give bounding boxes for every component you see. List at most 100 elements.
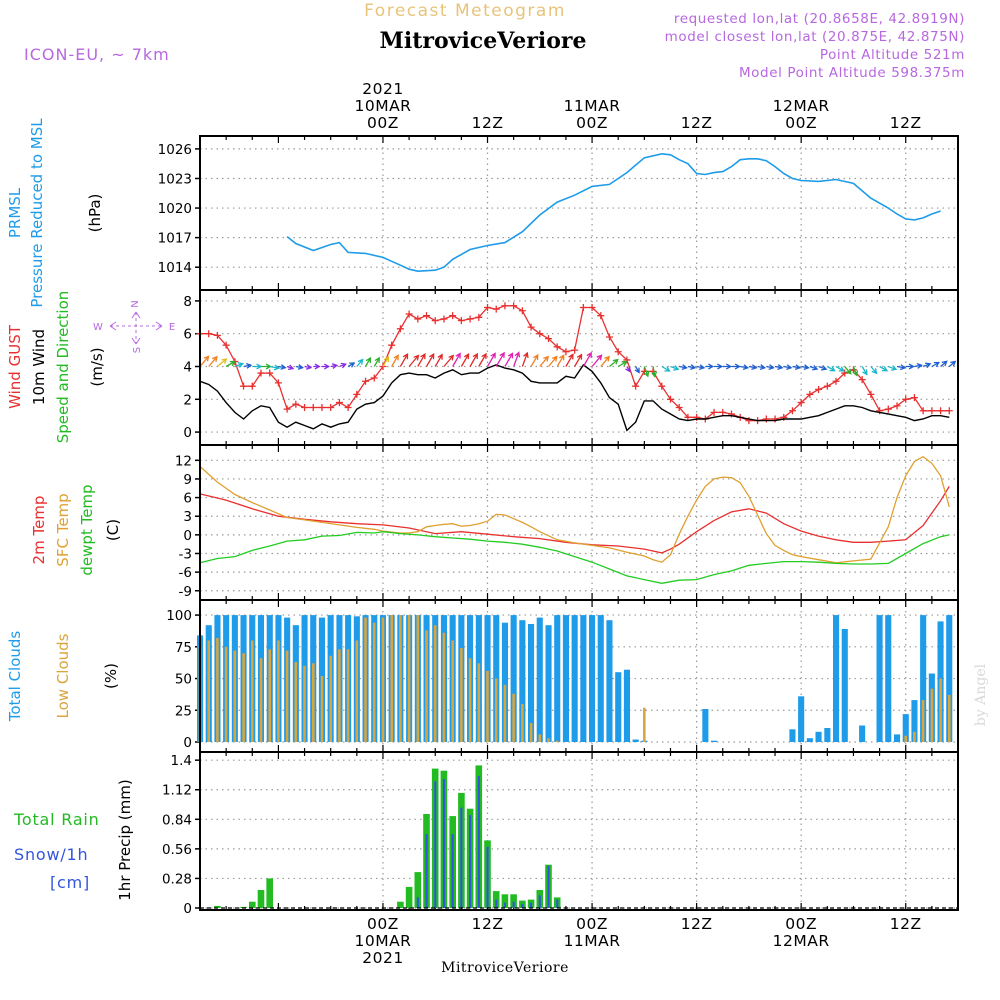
gust-point: [248, 382, 256, 390]
gust-point: [510, 302, 518, 310]
total-cloud-bar: [702, 709, 709, 742]
panel-frame: [199, 751, 959, 911]
top-time-label: 10MAR: [354, 97, 411, 115]
wind-arrow: [870, 366, 878, 375]
wind-arrow: [486, 352, 496, 367]
bottom-time-label: 11MAR: [564, 932, 621, 950]
gust-point: [518, 307, 526, 315]
wind-arrow: [252, 363, 263, 370]
snow-bar: [442, 779, 445, 908]
wind-arrow: [313, 363, 321, 370]
wind-arrow: [504, 352, 514, 367]
compass-w: W: [93, 322, 103, 333]
gust-point: [945, 407, 953, 415]
y-tick-label: 0: [183, 528, 192, 544]
wind-arrow: [879, 365, 889, 372]
wind-arrow: [443, 354, 455, 367]
low-cloud-bar: [259, 658, 263, 742]
gust-point: [344, 403, 352, 411]
t2m-line: [199, 486, 950, 554]
gust-point: [684, 413, 692, 421]
low-cloud-bar: [948, 695, 951, 742]
gust-point: [440, 315, 448, 323]
total-cloud-bar: [798, 696, 805, 742]
wind-arrow: [625, 366, 631, 373]
y-tick-label: -9: [179, 584, 192, 600]
wind-arrow: [243, 362, 253, 369]
gust-point: [205, 330, 213, 338]
wind-arrow: [548, 355, 558, 367]
gust-point: [414, 315, 422, 323]
gust-point: [318, 403, 326, 411]
total-cloud-bar: [833, 615, 840, 742]
low-cloud-bar: [268, 649, 271, 742]
gust-point: [902, 395, 910, 403]
wind-arrow: [478, 352, 487, 367]
wind-arrow: [670, 365, 680, 371]
top-time-label: 11MAR: [564, 97, 621, 115]
rain-bar: [257, 890, 265, 908]
gust-point: [527, 323, 535, 331]
dewpt-line: [199, 531, 950, 584]
y-axis-label: Low Clouds: [54, 633, 72, 718]
wind-arrow: [844, 366, 852, 375]
low-cloud-bar: [503, 684, 507, 742]
gust-point: [605, 333, 613, 341]
wind-arrow: [948, 360, 957, 367]
gust-point: [309, 403, 317, 411]
bottom-time-label: 12Z: [472, 915, 504, 933]
low-cloud-bar: [346, 649, 350, 742]
rain-bar: [501, 894, 509, 908]
gust-point: [745, 417, 753, 425]
wind-arrow: [679, 364, 688, 371]
wind-arrow: [452, 352, 461, 367]
y-tick-label: 1026: [158, 142, 192, 158]
y-tick-label: -3: [179, 546, 192, 562]
low-cloud-bar: [477, 663, 481, 742]
wind-arrow: [208, 355, 218, 367]
wind-arrow: [225, 360, 236, 368]
gust-point: [815, 385, 823, 393]
chart-panels: 1014 1017 1020 1023 1026 0 2 4 6 8 -9 -6 -3 0 3 6 9 12 0 25…: [6, 80, 959, 967]
total-cloud-bar: [528, 624, 535, 742]
rain-bar: [266, 878, 273, 908]
total-cloud-bar: [580, 615, 587, 742]
gust-point: [536, 330, 544, 338]
low-cloud-bar: [355, 640, 359, 742]
y-tick-label: 9: [183, 472, 192, 488]
gust-point: [327, 403, 335, 411]
gust-point: [788, 407, 796, 415]
wind-arrow: [634, 366, 640, 374]
total-cloud-bar: [920, 615, 927, 742]
wind-arrow: [261, 363, 272, 370]
snow-bar: [503, 902, 506, 908]
total-cloud-bar: [510, 615, 517, 742]
low-cloud-bar: [407, 615, 411, 742]
low-cloud-bar: [364, 617, 367, 742]
low-cloud-bar: [303, 665, 306, 742]
top-time-label: 12MAR: [773, 97, 830, 115]
total-cloud-bar: [806, 738, 813, 742]
total-cloud-bar: [789, 729, 796, 742]
y-axis-label: Speed and Direction: [54, 291, 72, 444]
low-cloud-bar: [294, 662, 298, 742]
wind-arrow: [347, 362, 356, 368]
y-tick-label: 1017: [158, 231, 192, 247]
gust-point: [362, 377, 370, 385]
low-cloud-bar: [242, 653, 245, 742]
total-cloud-bar: [711, 740, 718, 742]
gust-point: [867, 390, 875, 398]
y-tick-label: 0: [183, 901, 192, 917]
snow-bar: [512, 901, 515, 908]
compass-e: E: [169, 322, 175, 333]
wind-arrow: [740, 364, 750, 371]
y-tick-label: 6: [183, 327, 192, 343]
low-cloud-bar: [399, 615, 402, 742]
y-tick-label: 50: [175, 672, 192, 688]
gust-point: [719, 408, 727, 416]
compass-n: N: [130, 300, 141, 307]
gust-point: [562, 348, 570, 356]
wind-arrow: [792, 364, 802, 371]
total-cloud-bar: [554, 615, 561, 742]
low-cloud-bar: [494, 678, 498, 742]
